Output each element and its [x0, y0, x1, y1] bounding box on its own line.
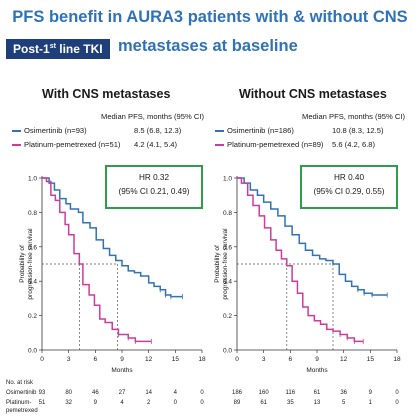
panel-title-with-cns: With CNS metastases	[42, 87, 171, 101]
x-tick-label: 0	[40, 356, 44, 363]
at-risk-value: 116	[286, 390, 296, 396]
at-risk-value: 0	[200, 390, 204, 396]
at-risk-value: 4	[174, 390, 178, 396]
legend-osimertinib-with-cns: Osimertinib (n=93)	[12, 126, 87, 135]
y-tick-label: 1.0	[28, 176, 37, 183]
at-risk-value: 61	[260, 400, 267, 406]
hazard-ratio-ci: (95% CI 0.21, 0.49)	[118, 187, 190, 196]
y-tick-label: 0.2	[223, 313, 232, 320]
x-axis-label: Months	[306, 367, 328, 374]
at-risk-label: Platinum-	[6, 400, 31, 406]
y-tick-label: 0.2	[28, 313, 37, 320]
at-risk-value: 186	[232, 390, 243, 396]
legend-osimertinib-without-cns: Osimertinib (n=186)	[215, 126, 294, 135]
at-risk-value: 0	[200, 400, 204, 406]
legend-label: Osimertinib (n=186)	[227, 126, 294, 135]
y-tick-label: 0.8	[223, 210, 232, 217]
median-value-platinum-without-cns: 5.6 (4.2, 6.8)	[332, 140, 376, 149]
at-risk-header: No. at risk	[6, 380, 34, 386]
hazard-ratio-ci: (95% CI 0.29, 0.55)	[313, 187, 385, 196]
at-risk-value: 51	[39, 400, 46, 406]
at-risk-value: 36	[340, 390, 347, 396]
y-axis-label: Probability of	[19, 245, 26, 283]
y-tick-label: 0.4	[223, 279, 232, 286]
y-axis-label: Probability of	[214, 245, 221, 283]
legend-label: Osimertinib (n=93)	[24, 126, 87, 135]
x-tick-label: 6	[94, 356, 98, 363]
x-tick-label: 9	[315, 356, 319, 363]
badge-suffix: line TKI	[55, 42, 103, 56]
at-risk-value: 4	[120, 400, 124, 406]
hazard-ratio-box-with-cns: HR 0.32 (95% CI 0.21, 0.49)	[105, 165, 203, 209]
x-tick-label: 12	[340, 356, 348, 363]
at-risk-label: pemetrexed	[6, 408, 38, 414]
legend-swatch-platinum	[215, 143, 224, 146]
y-tick-label: 0.0	[223, 348, 232, 355]
hazard-ratio: HR 0.40	[333, 173, 365, 182]
at-risk-value: 0	[174, 400, 178, 406]
y-tick-label: 1.0	[223, 176, 232, 183]
median-value-osimertinib-with-cns: 8.5 (6.8, 12.3)	[134, 126, 182, 135]
y-axis-label: progression-free survival	[222, 228, 229, 300]
legend-swatch-platinum	[12, 143, 21, 146]
median-header-with-cns: Median PFS, months (95% CI)	[101, 112, 204, 121]
x-tick-label: 15	[367, 356, 375, 363]
x-tick-label: 3	[67, 356, 71, 363]
y-tick-label: 0.0	[28, 348, 37, 355]
setting-badge: Post-1st line TKI	[6, 39, 110, 59]
panel-title-without-cns: Without CNS metastases	[239, 87, 387, 101]
legend-platinum-without-cns: Platinum-pemetrexed (n=89)	[215, 140, 323, 149]
x-tick-label: 18	[198, 356, 206, 363]
median-value-osimertinib-without-cns: 10.8 (8.3, 12.5)	[332, 126, 384, 135]
hazard-ratio-box-without-cns: HR 0.40 (95% CI 0.29, 0.55)	[300, 165, 398, 209]
legend-label: Platinum-pemetrexed (n=51)	[24, 140, 121, 149]
slide-title: PFS benefit in AURA3 patients with & wit…	[12, 8, 408, 26]
x-tick-label: 9	[120, 356, 124, 363]
x-tick-label: 6	[289, 356, 293, 363]
at-risk-value: 2	[147, 400, 151, 406]
badge-prefix: Post-1	[13, 42, 50, 56]
slide-title-line2: metastases at baseline	[118, 37, 298, 55]
at-risk-value: 80	[65, 390, 72, 396]
at-risk-value: 5	[342, 400, 346, 406]
legend-platinum-with-cns: Platinum-pemetrexed (n=51)	[12, 140, 120, 149]
badge-superscript: st	[49, 43, 56, 50]
at-risk-value: 93	[39, 390, 46, 396]
at-risk-value: 46	[92, 390, 99, 396]
at-risk-value: 9	[369, 390, 373, 396]
legend-swatch-osimertinib	[12, 129, 21, 132]
x-tick-label: 15	[172, 356, 180, 363]
y-tick-label: 0.4	[28, 279, 37, 286]
x-tick-label: 18	[393, 356, 401, 363]
at-risk-value: 35	[287, 400, 294, 406]
at-risk-value: 0	[395, 400, 399, 406]
at-risk-label: Osimertinib	[6, 390, 37, 396]
y-axis-label: progression-free survival	[27, 228, 34, 300]
hazard-ratio: HR 0.32	[138, 173, 170, 182]
x-tick-label: 0	[235, 356, 239, 363]
legend-swatch-osimertinib	[215, 129, 224, 132]
at-risk-value: 89	[234, 400, 241, 406]
median-header-without-cns: Median PFS, months (95% CI)	[302, 112, 405, 121]
at-risk-value: 9	[94, 400, 98, 406]
at-risk-value: 32	[65, 400, 72, 406]
at-risk-value: 61	[314, 390, 321, 396]
y-tick-label: 0.6	[223, 244, 232, 251]
at-risk-value: 27	[119, 390, 126, 396]
at-risk-value: 14	[145, 390, 152, 396]
y-tick-label: 0.6	[28, 244, 37, 251]
median-value-platinum-with-cns: 4.2 (4.1, 5.4)	[134, 140, 178, 149]
at-risk-value: 13	[314, 400, 321, 406]
x-tick-label: 3	[262, 356, 266, 363]
at-risk-value: 160	[259, 390, 270, 396]
x-axis-label: Months	[111, 367, 133, 374]
at-risk-value: 0	[395, 390, 399, 396]
y-tick-label: 0.8	[28, 210, 37, 217]
legend-label: Platinum-pemetrexed (n=89)	[227, 140, 324, 149]
x-tick-label: 12	[145, 356, 153, 363]
at-risk-value: 1	[369, 400, 373, 406]
